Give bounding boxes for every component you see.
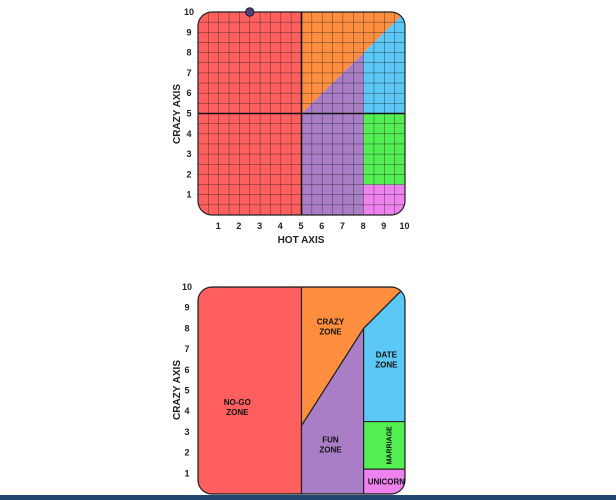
x-tick-label: 6 bbox=[319, 221, 324, 231]
y-axis-label: CRAZY AXIS bbox=[172, 84, 183, 144]
y-tick-label: 7 bbox=[186, 68, 191, 78]
x-axis-label: HOT AXIS bbox=[278, 235, 325, 246]
y-tick-label: 10 bbox=[182, 282, 192, 292]
x-tick-label: 8 bbox=[361, 221, 366, 231]
zone-date bbox=[363, 287, 405, 423]
x-tick-label: 4 bbox=[278, 221, 283, 231]
zone-marriage bbox=[363, 420, 405, 470]
y-axis-label: CRAZY AXIS bbox=[172, 360, 183, 420]
y-tick-label: 2 bbox=[186, 169, 191, 179]
x-tick-label: 1 bbox=[216, 221, 221, 231]
y-tick-label: 5 bbox=[184, 386, 189, 396]
y-tick-label: 9 bbox=[186, 27, 191, 37]
y-tick-label: 5 bbox=[186, 109, 191, 119]
x-tick-label: 7 bbox=[340, 221, 345, 231]
y-tick-label: 8 bbox=[184, 323, 189, 333]
x-tick-label: 2 bbox=[236, 221, 241, 231]
y-tick-label: 3 bbox=[184, 427, 189, 437]
x-tick-label: 3 bbox=[257, 221, 262, 231]
zone-no-go bbox=[198, 287, 303, 494]
y-tick-label: 9 bbox=[184, 303, 189, 313]
x-tick-label: 5 bbox=[298, 221, 303, 231]
footer-bar bbox=[0, 495, 616, 500]
zones-chart: NO-GO ZONE CRAZY ZONE FUN ZONE DATE ZONE MARRIAG… bbox=[172, 282, 406, 495]
x-tick-label: 9 bbox=[381, 221, 386, 231]
zone-label-marriage: MARRIAGE bbox=[386, 426, 393, 464]
y-tick-label: 4 bbox=[186, 129, 191, 139]
zone-label-unicorn: UNICORN bbox=[368, 478, 406, 487]
y-tick-label: 1 bbox=[184, 468, 189, 478]
y-tick-label: 6 bbox=[186, 88, 191, 98]
x-tick-label: 10 bbox=[399, 221, 409, 231]
y-tick-label: 10 bbox=[184, 7, 194, 17]
y-tick-label: 1 bbox=[186, 190, 191, 200]
y-tick-label: 3 bbox=[186, 149, 191, 159]
zone-label-no-go: NO-GO ZONE bbox=[224, 398, 251, 417]
zone-label-crazy: CRAZY ZONE bbox=[317, 317, 345, 336]
zone-unicorn bbox=[363, 468, 405, 494]
data-point bbox=[245, 7, 255, 17]
plot-frame bbox=[197, 11, 406, 216]
zone-label-fun: FUN ZONE bbox=[319, 435, 342, 454]
plot-frame bbox=[197, 286, 406, 495]
hot-crazy-grid-chart: 1 2 3 4 5 6 7 8 9 10 1 2 3 4 5 6 7 8 9 10 HOT AXIS CRAZY A… bbox=[172, 7, 410, 246]
y-tick-label: 2 bbox=[184, 448, 189, 458]
y-tick-label: 4 bbox=[184, 406, 189, 416]
y-tick-label: 8 bbox=[186, 48, 191, 58]
zone-label-date: DATE ZONE bbox=[375, 350, 398, 369]
y-tick-label: 7 bbox=[184, 344, 189, 354]
y-tick-label: 6 bbox=[184, 365, 189, 375]
